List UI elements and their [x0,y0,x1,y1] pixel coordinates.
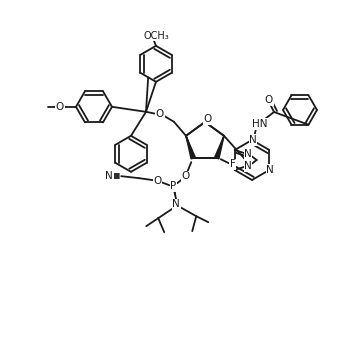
Text: N: N [105,171,113,181]
Polygon shape [215,136,224,159]
Text: O: O [265,95,273,105]
Text: O: O [153,176,161,186]
Text: HN: HN [252,119,268,129]
Text: N: N [266,165,274,175]
Text: OCH₃: OCH₃ [143,31,169,41]
Text: N: N [172,199,180,209]
Text: N: N [244,161,252,171]
Text: O: O [156,109,164,119]
Text: F: F [230,159,236,169]
Text: N: N [249,135,257,145]
Polygon shape [186,136,195,159]
Text: P: P [170,181,176,191]
Text: N: N [244,149,252,159]
Text: O: O [56,102,64,112]
Text: O: O [181,171,189,181]
Text: O: O [204,114,212,124]
